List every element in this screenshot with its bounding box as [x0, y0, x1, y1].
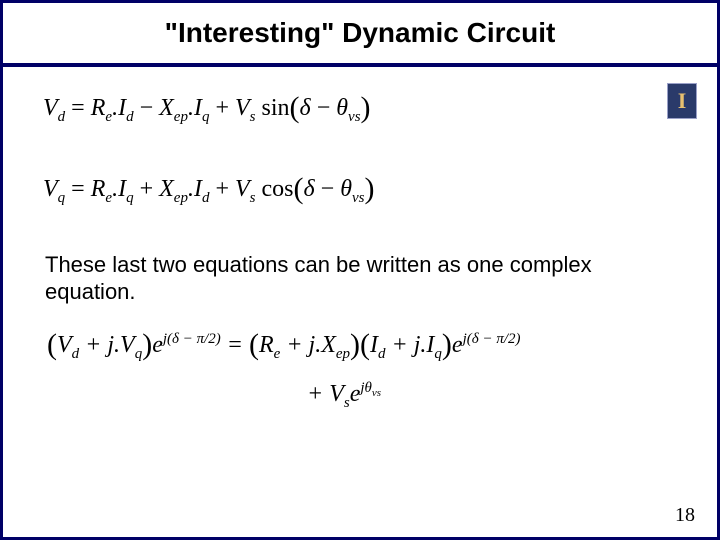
eq2-t2a-sub: ep — [174, 190, 188, 206]
content-region: Vd = Re.Id − Xep.Iq + Vs sin(δ − θvs) Vq… — [3, 67, 717, 412]
eq3-exp1: j(δ − π/2) — [163, 331, 221, 347]
eq2-arg2-sub: vs — [352, 190, 365, 206]
eq2-arg2: θ — [340, 176, 352, 202]
title-region: "Interesting" Dynamic Circuit — [3, 3, 717, 59]
eq1-t2b: I — [194, 95, 202, 121]
eq1-trig: sin — [262, 95, 290, 121]
eq3-l1a: V — [57, 332, 72, 358]
eq1-lhs-sub: d — [58, 109, 66, 125]
eq1-arg2: θ — [336, 95, 348, 121]
equation-complex-line1: (Vd + j.Vq)ej(δ − π/2) = (Re + j.Xep)(Id… — [47, 326, 677, 363]
body-text: These last two equations can be written … — [45, 251, 677, 306]
eq3-taila: V — [329, 381, 344, 407]
eq2-t3a-sub: s — [250, 190, 256, 206]
eq2-arg1: δ — [304, 176, 315, 202]
equation-vq: Vq = Re.Iq + Xep.Id + Vs cos(δ − θvs) — [43, 170, 677, 207]
eq3-exp2: j(δ − π/2) — [463, 331, 521, 347]
eq2-t1b-sub: q — [126, 190, 134, 206]
eq3-r2b-sub: q — [434, 345, 442, 361]
eq1-arg1: δ — [300, 95, 311, 121]
equation-complex-line2: + Vsejθvs — [307, 380, 677, 412]
eq1-lhs-var: V — [43, 95, 58, 121]
eq3-r2a-sub: d — [378, 345, 386, 361]
eq3-r2a: I — [370, 332, 378, 358]
page-number: 18 — [675, 504, 695, 527]
eq2-t2b-sub: d — [202, 190, 210, 206]
institution-logo: I — [667, 83, 697, 119]
equation-complex: (Vd + j.Vq)ej(δ − π/2) = (Re + j.Xep)(Id… — [47, 326, 677, 413]
equation-vd: Vd = Re.Id − Xep.Iq + Vs sin(δ − θvs) — [43, 89, 677, 126]
eq3-r2b: j.I — [414, 332, 435, 358]
eq3-r1b-sub: ep — [336, 345, 350, 361]
eq1-t2a: X — [159, 95, 174, 121]
eq1-t1b-sub: d — [126, 109, 134, 125]
eq2-t3a: V — [235, 176, 250, 202]
eq2-lhs-var: V — [43, 176, 58, 202]
eq3-r1a: R — [259, 332, 274, 358]
eq2-t2a: X — [159, 176, 174, 202]
eq2-lhs-sub: q — [58, 190, 66, 206]
eq1-t3a: V — [235, 95, 250, 121]
eq1-t1a: R — [91, 95, 106, 121]
eq2-trig: cos — [262, 176, 294, 202]
eq1-t2a-sub: ep — [174, 109, 188, 125]
eq3-l1b: j.V — [107, 332, 134, 358]
eq1-t2b-sub: q — [202, 109, 210, 125]
eq1-t3a-sub: s — [250, 109, 256, 125]
slide-title: "Interesting" Dynamic Circuit — [23, 17, 697, 49]
eq3-exp3: jθ — [360, 380, 372, 396]
slide-frame: "Interesting" Dynamic Circuit I Vd = Re.… — [0, 0, 720, 540]
eq2-t2b: I — [194, 176, 202, 202]
eq1-arg2-sub: vs — [348, 109, 361, 125]
eq3-r1b: j.X — [309, 332, 336, 358]
logo-letter: I — [678, 88, 687, 114]
eq1-t1b: I — [118, 95, 126, 121]
eq3-exp3-sub: vs — [372, 387, 381, 399]
eq2-t1b: I — [118, 176, 126, 202]
eq2-t1a: R — [91, 176, 106, 202]
